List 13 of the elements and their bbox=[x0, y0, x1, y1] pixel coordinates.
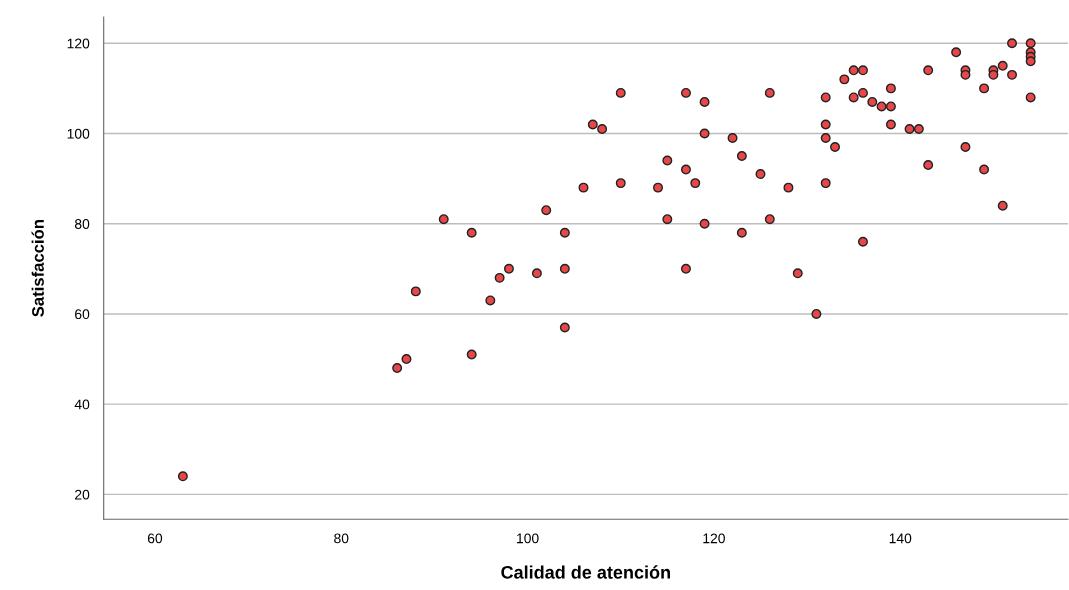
x-tick-label: 140 bbox=[889, 533, 912, 544]
y-axis-title: Satisfacción bbox=[31, 220, 44, 317]
x-tick-label: 100 bbox=[517, 533, 539, 544]
y-tick-label: 120 bbox=[67, 38, 90, 49]
y-tick-label: 60 bbox=[75, 309, 90, 320]
y-tick-label: 100 bbox=[67, 128, 90, 139]
x-tick-label: 60 bbox=[147, 533, 163, 544]
x-axis-title: Calidad de atención bbox=[501, 565, 670, 579]
x-tick-label: 120 bbox=[703, 533, 725, 544]
x-tick-label: 80 bbox=[334, 533, 349, 544]
y-tick-label: 40 bbox=[74, 399, 90, 410]
y-tick-label: 80 bbox=[74, 219, 90, 229]
y-tick-label: 20 bbox=[75, 489, 90, 500]
